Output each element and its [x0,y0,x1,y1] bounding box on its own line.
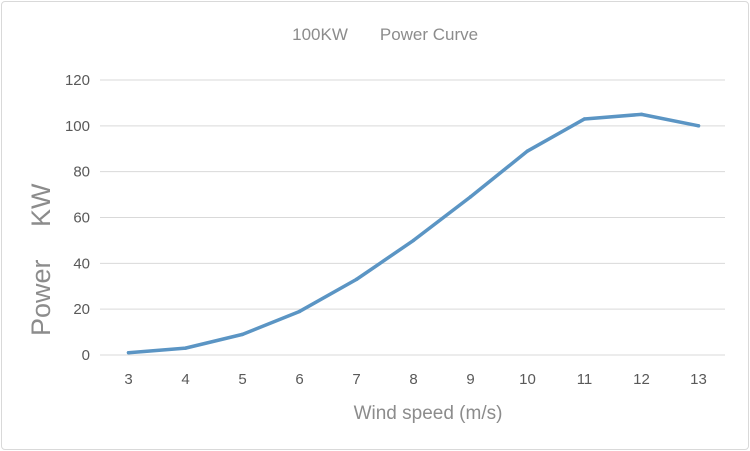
y-axis-label-unit: KW [26,183,56,227]
grid-lines [100,79,725,356]
series-layer [126,112,701,355]
x-axis-label: Wind speed (m/s) [354,403,503,424]
x-tick-label: 9 [466,371,474,388]
x-tick-label: 6 [295,371,303,388]
x-tick-label: 7 [352,371,360,388]
data-point [696,124,701,128]
data-point [297,309,302,314]
series-line-0 [126,112,701,355]
x-tick-label: 4 [181,371,189,388]
x-tick-label: 11 [577,371,593,388]
y-tick-label: 60 [73,210,90,227]
y-tick-label: 20 [73,301,90,318]
y-tick-labels: 0 20 40 60 80 100 120 [65,72,90,364]
x-tick-label: 13 [690,371,707,388]
x-tick-label: 8 [409,371,417,388]
data-point [582,117,587,121]
data-point [639,112,644,117]
data-point [240,332,245,337]
chart-title-left: 100KW [292,25,348,44]
data-point [183,346,188,350]
chart-title-right: Power Curve [380,25,478,44]
x-tick-label: 12 [633,371,650,388]
x-tick-label: 5 [238,371,246,388]
x-tick-label: 10 [519,371,536,388]
y-tick-label: 40 [73,255,90,272]
y-tick-label: 100 [65,118,90,135]
y-axis-label-power: Power [26,259,56,336]
y-axis-label-group: Power KW [26,183,56,336]
data-point [126,351,131,355]
y-tick-label: 120 [65,72,90,89]
y-tick-label: 80 [73,164,90,181]
x-tick-label: 3 [124,371,132,388]
data-point [525,149,530,153]
data-point [354,277,359,282]
x-tick-labels: 3 4 5 6 7 8 9 10 11 12 13 [124,371,707,388]
data-point [411,238,416,243]
y-tick-label: 0 [82,347,90,364]
data-point [468,195,473,199]
